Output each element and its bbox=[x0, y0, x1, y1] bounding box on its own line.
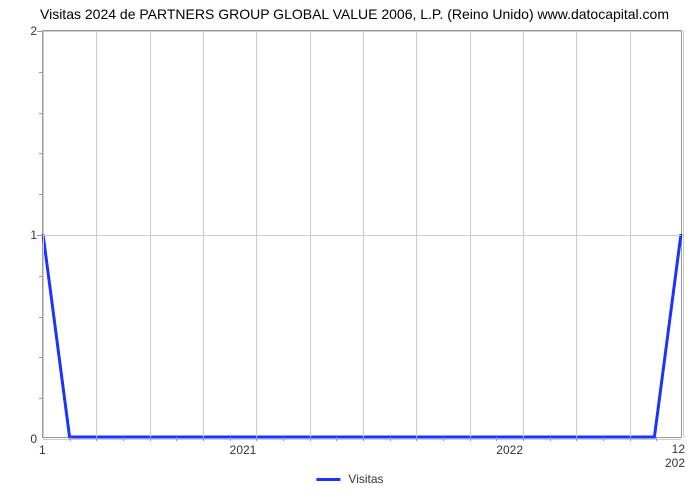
grid-horizontal bbox=[43, 31, 681, 32]
x-left-corner-label: 1 bbox=[39, 443, 46, 457]
y-minor-tick bbox=[37, 31, 43, 32]
y-minor-tick bbox=[39, 357, 43, 358]
x-minor-tick bbox=[416, 437, 417, 441]
x-minor-tick bbox=[470, 437, 471, 441]
x-minor-tick bbox=[283, 437, 284, 441]
y-minor-tick bbox=[39, 317, 43, 318]
y-tick-label: 1 bbox=[30, 228, 37, 242]
x-minor-tick bbox=[203, 437, 204, 441]
grid-horizontal bbox=[43, 235, 681, 236]
grid-vertical bbox=[256, 31, 257, 437]
grid-vertical bbox=[683, 31, 684, 437]
grid-vertical bbox=[96, 31, 97, 437]
x-minor-tick bbox=[70, 437, 71, 441]
y-tick-label: 0 bbox=[30, 432, 37, 446]
x-minor-tick bbox=[550, 437, 551, 441]
y-minor-tick bbox=[39, 194, 43, 195]
y-minor-tick bbox=[39, 398, 43, 399]
data-line bbox=[43, 31, 681, 437]
x-tick-label: 2021 bbox=[230, 443, 257, 457]
grid-vertical bbox=[150, 31, 151, 437]
x-minor-tick bbox=[310, 437, 311, 441]
x-minor-tick bbox=[390, 437, 391, 441]
plot-area: 01220212022112202 bbox=[42, 30, 682, 438]
x-right-corner-label: 12202 bbox=[665, 443, 685, 471]
grid-vertical bbox=[416, 31, 417, 437]
y-minor-tick bbox=[39, 153, 43, 154]
x-minor-tick bbox=[256, 437, 257, 441]
x-minor-tick bbox=[150, 437, 151, 441]
x-tick-label: 2022 bbox=[496, 443, 523, 457]
x-minor-tick bbox=[656, 437, 657, 441]
grid-vertical bbox=[470, 31, 471, 437]
grid-vertical bbox=[630, 31, 631, 437]
chart-legend: Visitas bbox=[316, 472, 383, 486]
legend-label: Visitas bbox=[348, 472, 383, 486]
y-minor-tick bbox=[37, 235, 43, 236]
grid-vertical bbox=[203, 31, 204, 437]
x-minor-tick bbox=[123, 437, 124, 441]
grid-vertical bbox=[523, 31, 524, 437]
chart-container: Visitas 2024 de PARTNERS GROUP GLOBAL VA… bbox=[0, 0, 700, 500]
y-tick-label: 2 bbox=[30, 24, 37, 38]
x-minor-tick bbox=[603, 437, 604, 441]
x-minor-tick bbox=[496, 437, 497, 441]
x-minor-tick bbox=[523, 437, 524, 441]
y-minor-tick bbox=[39, 113, 43, 114]
grid-horizontal bbox=[43, 439, 681, 440]
chart-title: Visitas 2024 de PARTNERS GROUP GLOBAL VA… bbox=[40, 6, 669, 22]
grid-vertical bbox=[310, 31, 311, 437]
x-minor-tick bbox=[230, 437, 231, 441]
x-minor-tick bbox=[176, 437, 177, 441]
legend-swatch bbox=[316, 478, 340, 481]
x-minor-tick bbox=[363, 437, 364, 441]
x-minor-tick bbox=[630, 437, 631, 441]
x-minor-tick bbox=[336, 437, 337, 441]
x-minor-tick bbox=[576, 437, 577, 441]
x-minor-tick bbox=[443, 437, 444, 441]
x-minor-tick bbox=[96, 437, 97, 441]
grid-vertical bbox=[363, 31, 364, 437]
grid-vertical bbox=[43, 31, 44, 437]
y-minor-tick bbox=[39, 276, 43, 277]
y-minor-tick bbox=[39, 72, 43, 73]
grid-vertical bbox=[576, 31, 577, 437]
